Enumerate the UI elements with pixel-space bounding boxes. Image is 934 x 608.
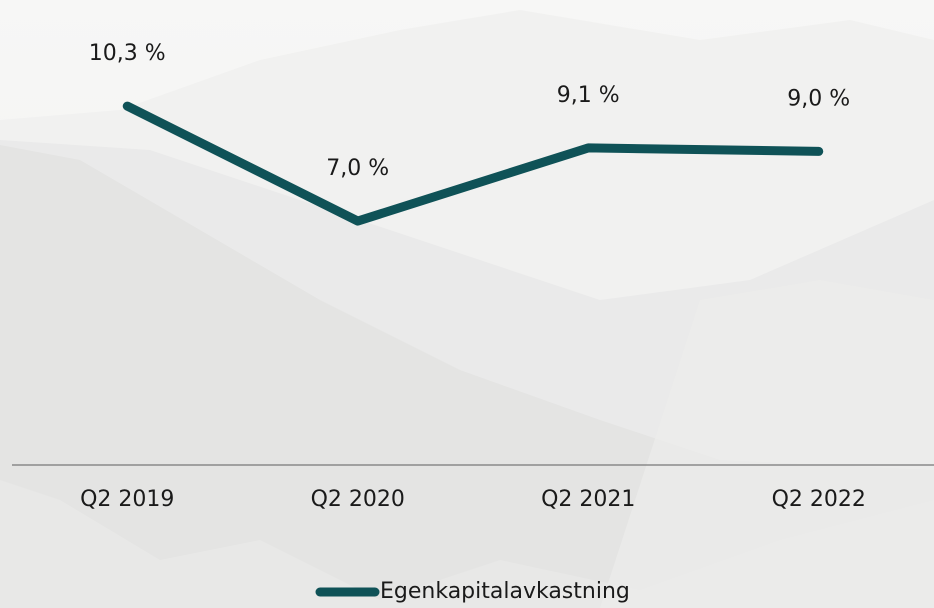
data-line [122, 101, 824, 226]
x-tick-label: Q2 2020 [311, 487, 405, 512]
value-label: 7,0 % [326, 156, 389, 181]
x-tick-label: Q2 2019 [80, 487, 174, 512]
x-tick-label: Q2 2021 [541, 487, 635, 512]
legend-label: Egenkapitalavkastning [380, 579, 630, 604]
value-label: 9,1 % [557, 83, 620, 108]
x-tick-label: Q2 2022 [772, 487, 866, 512]
value-label: 9,0 % [787, 86, 850, 111]
value-label: 10,3 % [89, 41, 166, 66]
